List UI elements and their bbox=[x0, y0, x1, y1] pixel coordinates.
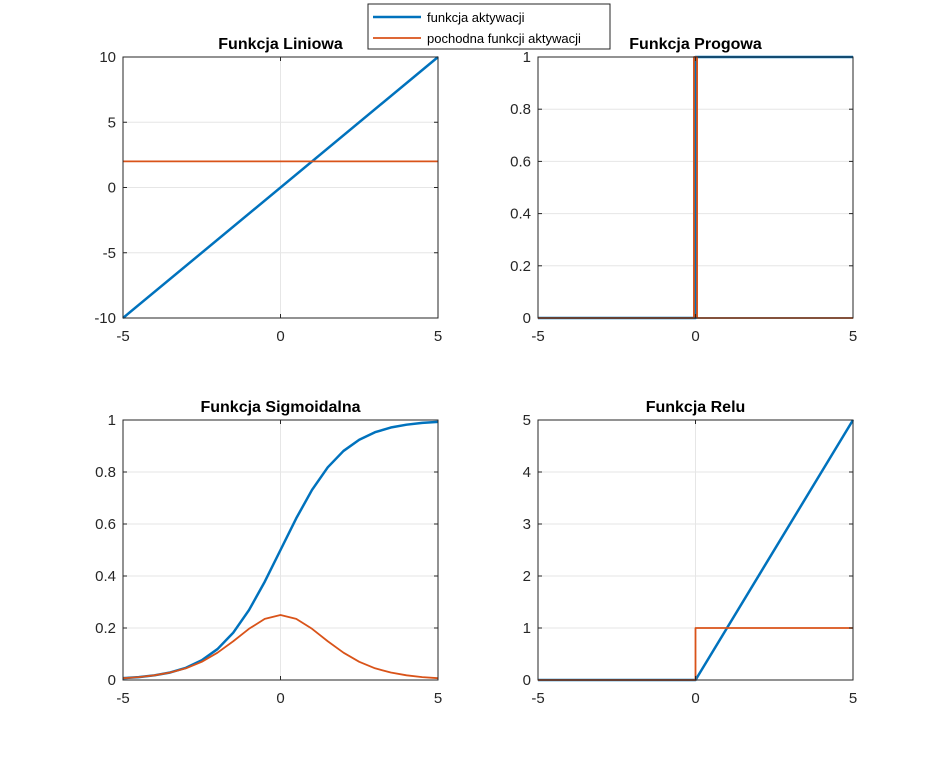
x-tick-label: -5 bbox=[531, 690, 544, 707]
y-tick-label: 0 bbox=[523, 672, 531, 689]
chart-title-sigmoidalna: Funkcja Sigmoidalna bbox=[200, 399, 360, 416]
chart-title-progowa: Funkcja Progowa bbox=[629, 36, 762, 53]
x-tick-label: -5 bbox=[531, 328, 544, 345]
y-tick-label: 0.2 bbox=[510, 258, 531, 275]
x-tick-label: 5 bbox=[434, 328, 442, 345]
y-tick-label: 1 bbox=[108, 412, 116, 429]
x-tick-label: 0 bbox=[276, 690, 284, 707]
y-tick-label: 0.8 bbox=[510, 101, 531, 118]
legend-label-derivative: pochodna funkcji aktywacji bbox=[427, 31, 581, 46]
y-tick-label: -5 bbox=[103, 245, 116, 262]
y-tick-label: 2 bbox=[523, 568, 531, 585]
x-tick-label: -5 bbox=[116, 690, 129, 707]
x-tick-label: 5 bbox=[849, 328, 857, 345]
x-tick-label: 0 bbox=[276, 328, 284, 345]
y-tick-label: 3 bbox=[523, 516, 531, 533]
x-tick-label: 0 bbox=[691, 690, 699, 707]
series-line-function-liniowa bbox=[122, 56, 439, 319]
y-tick-label: 4 bbox=[523, 464, 531, 481]
x-tick-label: -5 bbox=[116, 328, 129, 345]
legend[interactable]: funkcja aktywacji pochodna funkcji aktyw… bbox=[367, 3, 611, 50]
legend-box bbox=[367, 3, 611, 50]
y-tick-label: 0.2 bbox=[95, 620, 116, 637]
legend-label-function: funkcja aktywacji bbox=[427, 10, 525, 25]
y-tick-label: 0 bbox=[108, 672, 116, 689]
y-tick-label: 1 bbox=[523, 620, 531, 637]
y-tick-label: 0.8 bbox=[95, 464, 116, 481]
y-tick-label: 0.6 bbox=[95, 516, 116, 533]
chart-title-liniowa: Funkcja Liniowa bbox=[218, 36, 343, 53]
y-tick-label: 0.4 bbox=[95, 568, 116, 585]
chart-title-relu: Funkcja Relu bbox=[646, 399, 746, 416]
series-line-derivative-sigmoidalna bbox=[122, 614, 439, 680]
y-tick-label: 0.4 bbox=[510, 206, 531, 223]
x-tick-label: 5 bbox=[849, 690, 857, 707]
y-tick-label: 10 bbox=[99, 49, 116, 66]
x-tick-label: 0 bbox=[691, 328, 699, 345]
x-tick-label: 5 bbox=[434, 690, 442, 707]
y-tick-label: 0 bbox=[108, 180, 116, 197]
y-tick-label: 0.6 bbox=[510, 153, 531, 170]
y-tick-label: 1 bbox=[523, 49, 531, 66]
y-tick-label: 0 bbox=[523, 310, 531, 327]
y-tick-label: 5 bbox=[523, 412, 531, 429]
y-tick-label: 5 bbox=[108, 114, 116, 131]
y-tick-label: -10 bbox=[94, 310, 116, 327]
